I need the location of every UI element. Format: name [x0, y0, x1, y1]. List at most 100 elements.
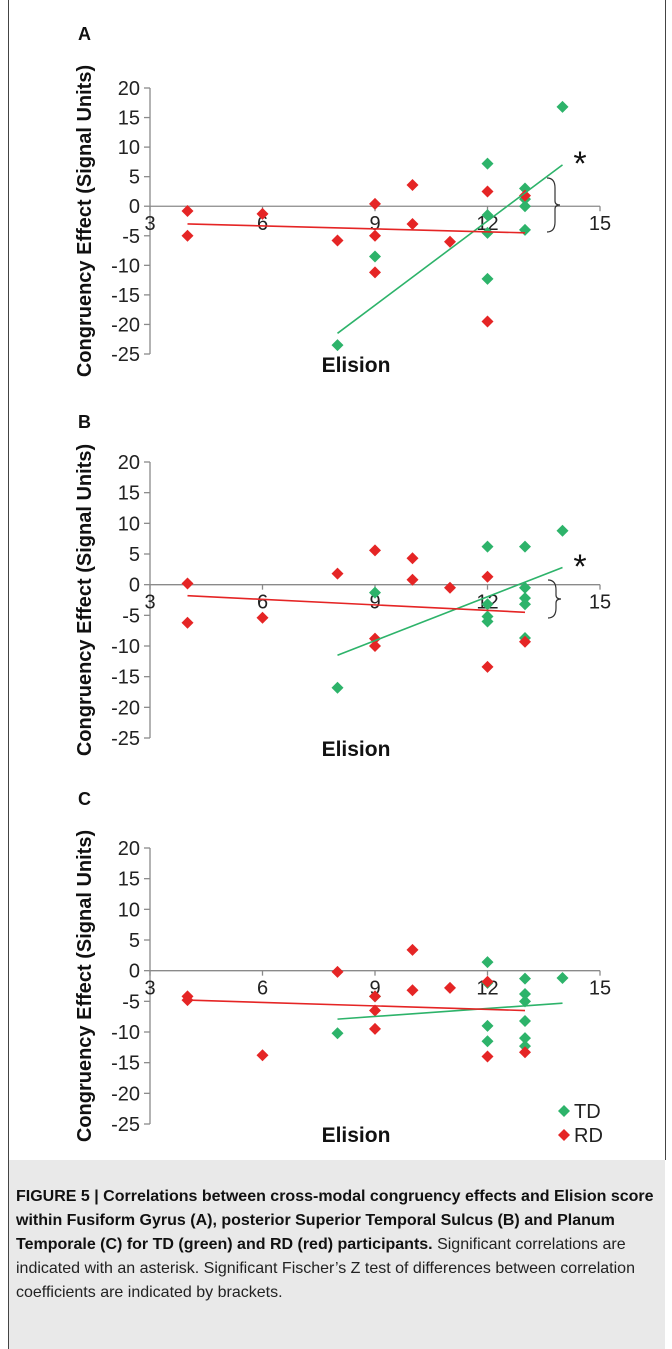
y-tick-label: -15	[111, 1053, 140, 1075]
x-tick-label: 15	[589, 592, 611, 614]
td-point	[519, 581, 531, 594]
y-tick-label: 0	[129, 575, 140, 597]
panel-label: B	[78, 412, 91, 432]
td-point	[481, 226, 494, 239]
legend-rd-swatch	[558, 1129, 570, 1141]
td-point	[481, 615, 494, 628]
y-axis-label: Congruency Effect (Signal Units)	[74, 830, 96, 1142]
y-tick-label: -5	[122, 605, 140, 627]
y-tick-label: 10	[118, 513, 140, 535]
legend-td-label: TD	[574, 1101, 601, 1123]
y-tick-label: 15	[118, 869, 140, 891]
x-tick-label: 9	[369, 592, 380, 614]
td-point	[331, 1027, 344, 1040]
rd-point	[519, 189, 531, 202]
y-tick-label: 5	[129, 930, 140, 952]
y-tick-label: -15	[111, 667, 140, 689]
td-point	[519, 200, 531, 213]
td-point	[519, 987, 531, 1000]
y-tick-label: -25	[111, 344, 140, 366]
y-tick-label: -5	[122, 991, 140, 1013]
rd-point	[256, 1049, 269, 1062]
x-axis-label: Elision	[322, 1124, 391, 1147]
x-tick-label: 3	[144, 978, 155, 1000]
td-point	[369, 586, 381, 599]
y-tick-label: 15	[118, 483, 140, 505]
y-tick-label: -20	[111, 697, 140, 719]
y-tick-label: 20	[118, 78, 140, 100]
td-trendline	[337, 1002, 563, 1020]
significance-asterisk: *	[573, 548, 586, 586]
rd-trendline	[187, 594, 526, 614]
rd-point	[406, 943, 419, 956]
significance-bracket	[546, 177, 561, 233]
rd-point	[519, 635, 531, 648]
td-point	[369, 250, 381, 263]
x-tick-label: 9	[369, 213, 380, 235]
panel-label: A	[78, 24, 91, 44]
x-tick-label: 9	[369, 978, 380, 1000]
x-tick-label: 6	[257, 213, 268, 235]
panel-c: C20151050-5-10-15-20-253691215Congruency…	[74, 789, 611, 1147]
y-tick-label: 20	[118, 838, 140, 860]
y-tick-label: 5	[129, 544, 140, 566]
caption-normal: Significant correlations are indicated w…	[16, 1236, 635, 1301]
y-tick-label: -25	[111, 728, 140, 750]
x-tick-label: 15	[589, 978, 611, 1000]
y-tick-label: 5	[129, 167, 140, 189]
x-axis-label: Elision	[322, 738, 391, 761]
figure-svg: A 20 15 10 5 0 -5 -10 -15 -20 -25 3 6 9 12 15 Congruency…	[74, 24, 611, 1147]
rd-point	[181, 577, 194, 590]
rd-point	[369, 990, 381, 1003]
panel-label: C	[78, 789, 91, 809]
td-point	[556, 524, 569, 537]
td-point	[556, 100, 569, 113]
y-tick-label: -20	[111, 1083, 140, 1105]
legend-rd-label: RD	[574, 1125, 603, 1147]
panel-a: A 20 15 10 5 0 -5 -10 -15 -20 -25 3 6 9 12 15 Congruency…	[74, 24, 611, 377]
rd-point	[369, 266, 381, 279]
figure-frame	[8, 0, 666, 1160]
td-point	[481, 272, 494, 285]
x-tick-label: 3	[144, 213, 155, 235]
x-tick-label: 12	[476, 213, 498, 235]
rd-point	[406, 552, 419, 565]
td-point	[481, 598, 494, 611]
y-axis-label: Congruency Effect (Signal Units)	[74, 65, 96, 377]
td-point	[519, 1032, 531, 1045]
x-tick-label: 6	[257, 978, 268, 1000]
td-point	[481, 1035, 494, 1048]
rd-point	[256, 611, 269, 624]
y-tick-label: -10	[111, 1022, 140, 1044]
rd-trendline	[187, 999, 526, 1012]
rd-point	[369, 1022, 381, 1035]
rd-point	[331, 965, 344, 978]
td-point	[481, 157, 494, 170]
rd-point	[481, 1050, 494, 1063]
td-point	[556, 972, 569, 985]
td-point	[331, 681, 344, 694]
td-point	[519, 995, 531, 1008]
td-point	[519, 1014, 531, 1027]
td-point	[519, 223, 531, 236]
rd-point	[369, 197, 381, 210]
x-tick-label: 6	[257, 592, 268, 614]
td-point	[519, 1040, 531, 1053]
y-tick-label: -25	[111, 1114, 140, 1136]
y-tick-label: 10	[118, 899, 140, 921]
rd-point	[181, 616, 194, 629]
rd-point	[256, 207, 269, 220]
caption-box	[8, 1160, 665, 1349]
y-tick-label: -20	[111, 314, 140, 336]
td-point	[519, 592, 531, 605]
td-point	[481, 1019, 494, 1032]
y-tick-label: -10	[111, 255, 140, 277]
rd-point	[331, 567, 344, 580]
x-axis-label: Elision	[322, 354, 391, 377]
td-point	[481, 540, 494, 553]
y-tick-label: -15	[111, 285, 140, 307]
rd-point	[406, 573, 419, 586]
rd-point	[481, 570, 494, 583]
rd-point	[481, 315, 494, 328]
legend-td-swatch	[558, 1105, 570, 1117]
